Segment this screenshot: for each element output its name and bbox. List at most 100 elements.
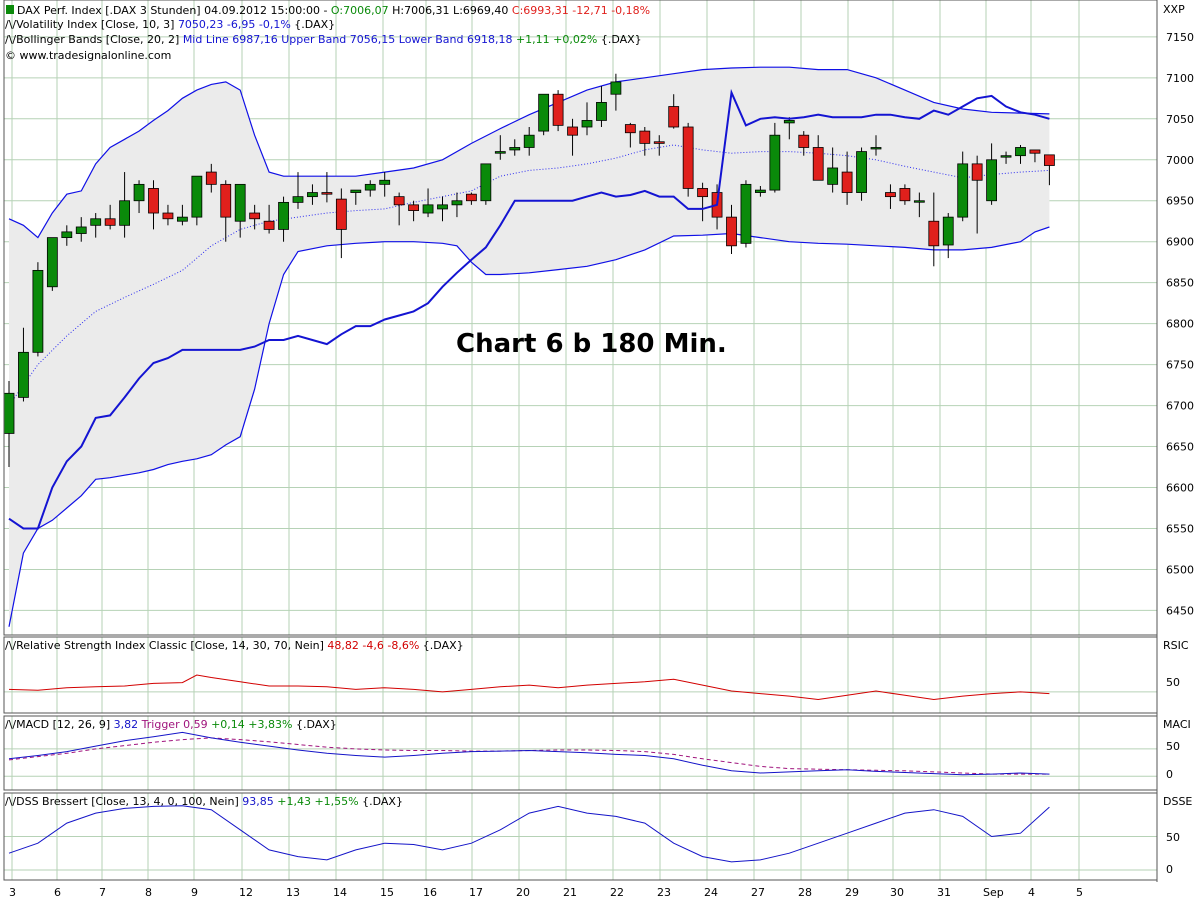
date-label: 23 [657,886,671,899]
candle [75,217,87,242]
candle [596,86,607,127]
candle-body-down [567,126,578,136]
candle-body-down [162,212,174,220]
price-tick-label: 7050 [1166,113,1194,126]
bollinger-lower-line [8,226,1050,627]
candle [870,135,882,156]
candle [408,200,420,222]
candle-body-up [278,201,289,230]
candle-body-up [292,196,304,203]
candle-body-up [957,163,969,218]
candle-body-up [46,237,58,288]
candle [668,94,680,129]
candle-body-down [653,141,665,144]
candle-body-down [552,93,564,126]
candle-body-up [1015,147,1026,157]
price-tick-label: 6450 [1166,604,1194,617]
line-icon: /\/ [5,18,16,31]
watermark-title: Chart 6 b 180 Min. [456,329,727,359]
price-tick-label: 6500 [1166,563,1194,576]
main-legend-high: H:7006,31 [389,4,450,17]
candle-body-down [899,188,911,202]
candle [682,122,694,197]
candle [523,127,535,156]
candle-body-down [1044,154,1055,166]
date-label: 14 [333,886,347,899]
candle-body-up [581,120,593,128]
rsi-tick-label: 50 [1166,676,1180,689]
dss-line [8,805,1050,863]
date-label: 7 [99,886,106,899]
price-tick-label: 6600 [1166,482,1194,495]
candle [234,183,246,238]
candle-body-up [870,147,882,150]
candle [364,180,376,197]
axis-labels: 7150710070507000695069006850680067506700… [9,31,1194,899]
macd-legend: /\/MACD [12, 26, 9] 3,82 Trigger 0,59 +0… [5,718,337,731]
dss-legend-suffix: {.DAX} [359,795,403,808]
rsi-axis-name: RSIC [1163,639,1189,652]
date-label: 30 [890,886,904,899]
dss-tick-label: 50 [1166,831,1180,844]
candle [249,204,261,230]
candle [726,204,737,254]
date-label: 27 [751,886,765,899]
candle [812,135,824,181]
date-label: 15 [380,886,394,899]
candle [451,192,463,218]
candle [494,135,506,160]
candle [841,151,853,205]
candle [610,73,622,111]
candle [798,131,810,156]
date-label: Sep [983,886,1004,899]
price-tick-label: 7100 [1166,72,1194,85]
dss-tick-label: 0 [1166,863,1173,876]
candle-body-down [812,147,824,181]
candle [899,184,911,205]
candle [133,180,145,214]
copyright-text: © www.tradesignalonline.com [5,49,171,62]
candle [856,147,867,201]
volatility-index-line [8,88,1050,530]
date-label: 31 [937,886,951,899]
candle-body-up [350,189,362,193]
candle-body-down [928,220,940,247]
candle-body-up [986,159,997,202]
macd-legend-name: MACD [12, 26, 9] [16,718,114,731]
vix-legend-name: Volatility Index [Close, 10, 3] [16,18,178,31]
rsi-legend: /\/Relative Strength Index Classic [Clos… [5,639,464,652]
date-label: 22 [610,886,624,899]
candle-body-up [856,151,867,193]
candle-body-up [480,163,492,202]
candle [1044,154,1055,186]
candle [971,155,983,234]
candle-body-up [3,392,15,434]
vix-legend-value: 7050,23 -6,95 -0,1% [178,18,291,31]
candle-body-up [133,183,145,202]
candle [335,188,347,259]
indicator-lines [8,88,1050,863]
candle [783,117,795,140]
candle-body-down [798,134,810,148]
candle-body-down [393,196,405,206]
candle [393,192,405,226]
macd-legend-suffix: {.DAX} [292,718,336,731]
bb-legend: /\/Bollinger Bands [Close, 20, 2] Mid Li… [5,33,642,46]
candle-body-up [176,216,188,222]
candle [307,184,318,205]
candle-legend-icon [6,5,14,14]
candle [18,327,29,402]
candle-body-up [437,204,448,210]
candle [538,93,550,136]
candle [639,127,651,156]
candle [957,151,969,222]
vix-legend: /\/Volatility Index [Close, 10, 3] 7050,… [5,18,335,31]
candle-body-up [538,93,550,132]
candle [379,172,391,197]
candle-body-down [697,188,708,198]
candle [104,204,116,230]
line-icon: /\/ [5,639,16,652]
candle-body-up [364,183,376,191]
candle-body-down [335,198,347,230]
candle [1015,145,1026,164]
